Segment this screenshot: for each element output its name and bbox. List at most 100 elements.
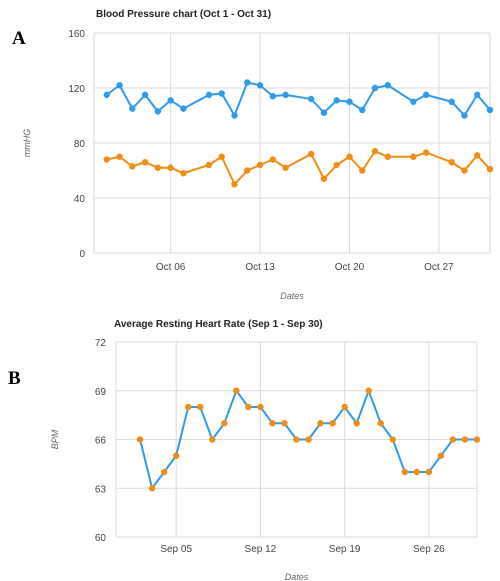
data-point: [154, 108, 162, 115]
blood-pressure-chart: Blood Pressure chart (Oct 1 - Oct 31) 0 40…: [22, 9, 494, 300]
data-point: [305, 436, 312, 443]
y-axis-label: mmHG: [22, 129, 32, 158]
data-point: [129, 105, 136, 112]
chart-title: Blood Pressure chart (Oct 1 - Oct 31): [96, 9, 271, 20]
data-point: [141, 91, 149, 99]
x-tick-label: Sep 05: [160, 544, 192, 555]
x-tick-label: Oct 06: [156, 262, 186, 273]
data-point: [167, 97, 174, 104]
data-point: [160, 468, 168, 476]
data-point: [205, 91, 213, 99]
data-point: [333, 161, 340, 169]
data-point: [422, 149, 430, 156]
data-point: [384, 82, 392, 89]
data-point: [359, 167, 366, 174]
data-point: [205, 161, 213, 169]
data-point: [129, 163, 136, 170]
data-point: [185, 403, 192, 411]
data-point: [371, 148, 379, 155]
data-point: [281, 420, 288, 427]
data-point: [141, 159, 149, 166]
data-point: [486, 165, 494, 173]
data-point: [282, 91, 289, 99]
y-tick-label: 80: [74, 139, 86, 150]
panel-letter-a: A: [12, 28, 26, 49]
data-point: [154, 164, 162, 171]
data-point: [103, 156, 110, 163]
x-tick-label: Sep 26: [413, 544, 445, 555]
data-point: [448, 159, 455, 166]
chart-title: Average Resting Heart Rate (Sep 1 - Sep …: [114, 319, 323, 330]
data-point: [167, 164, 174, 171]
data-point: [231, 112, 238, 119]
data-point: [307, 95, 315, 103]
data-point: [209, 436, 216, 443]
data-point: [359, 106, 366, 114]
data-point: [218, 90, 225, 97]
y-axis-label: BPM: [50, 429, 60, 449]
data-point: [282, 164, 289, 171]
data-point: [389, 436, 396, 443]
panel-letter-b: B: [8, 368, 21, 389]
x-axis-label: Dates: [285, 572, 309, 581]
data-point: [377, 420, 384, 427]
data-point: [461, 436, 469, 443]
y-tick-label: 63: [95, 484, 107, 495]
data-point: [333, 97, 340, 104]
y-tick-label: 72: [95, 338, 107, 349]
data-point: [116, 82, 123, 89]
x-tick-label: Oct 27: [424, 262, 454, 273]
data-point: [244, 79, 251, 86]
data-point: [256, 161, 264, 169]
data-point: [136, 436, 144, 443]
data-point: [371, 84, 379, 92]
data-point: [269, 93, 277, 100]
data-point: [384, 153, 392, 160]
y-tick-label: 0: [79, 249, 85, 260]
data-point: [257, 403, 264, 411]
data-point: [329, 420, 336, 427]
data-point: [474, 91, 481, 99]
data-point: [320, 175, 328, 182]
data-point: [244, 167, 251, 174]
data-point: [448, 98, 455, 105]
y-tick-label: 66: [95, 436, 107, 447]
data-point: [103, 91, 110, 99]
data-point: [346, 98, 353, 105]
data-point: [180, 170, 187, 177]
data-point: [221, 420, 228, 427]
data-point: [401, 468, 408, 476]
data-point: [486, 106, 494, 114]
data-point: [473, 436, 481, 443]
x-tick-label: Sep 19: [329, 544, 361, 555]
data-point: [231, 181, 238, 188]
data-point: [256, 82, 264, 89]
data-point: [410, 98, 417, 105]
y-tick-label: 69: [95, 387, 107, 398]
data-point: [353, 420, 360, 427]
data-point: [346, 153, 353, 160]
data-point: [116, 153, 123, 160]
data-point: [425, 468, 433, 476]
data-point: [422, 91, 430, 99]
x-tick-label: Oct 20: [335, 262, 365, 273]
data-point: [437, 452, 445, 459]
data-point: [365, 387, 372, 394]
data-point: [341, 403, 348, 411]
y-tick-label: 120: [68, 84, 85, 95]
x-axis-label: Dates: [280, 291, 304, 300]
data-point: [413, 468, 421, 476]
x-tick-label: Oct 13: [245, 262, 275, 273]
data-point: [474, 152, 481, 159]
data-point: [317, 420, 324, 427]
data-point: [245, 403, 252, 411]
data-point: [449, 436, 457, 443]
data-point: [269, 156, 277, 163]
y-tick-label: 40: [74, 194, 86, 205]
data-point: [461, 167, 468, 174]
data-point: [218, 153, 225, 160]
data-point: [410, 153, 417, 160]
data-point: [172, 452, 180, 459]
y-tick-label: 160: [68, 29, 85, 40]
